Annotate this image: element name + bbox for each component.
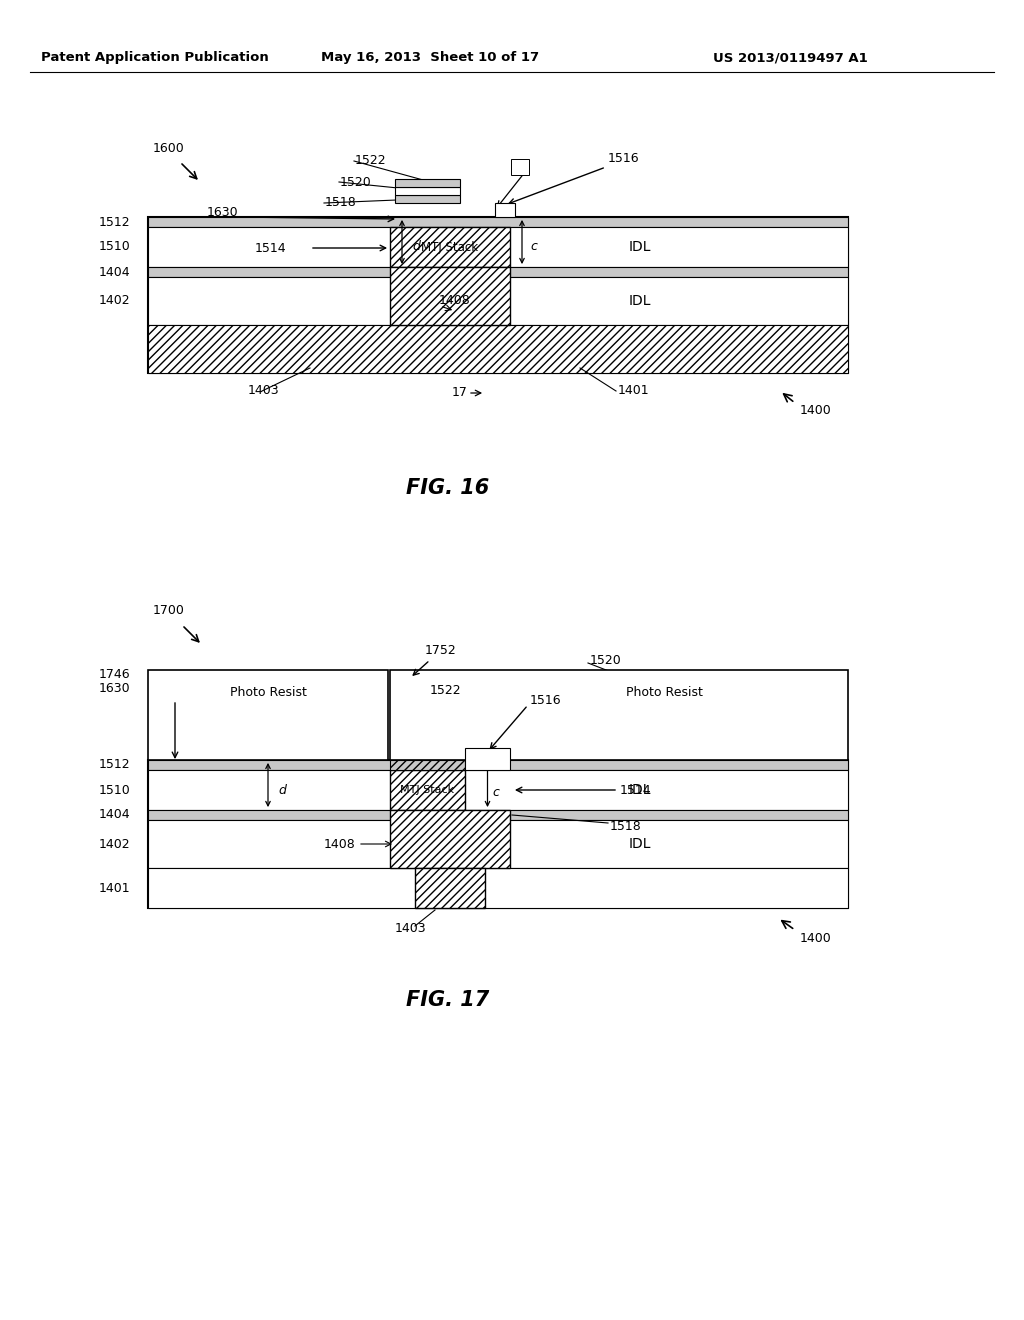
Text: 1518: 1518 [325,197,356,210]
Bar [395,180,460,187]
Text: May 16, 2013  Sheet 10 of 17: May 16, 2013 Sheet 10 of 17 [321,51,539,65]
Bar [390,760,465,770]
Bar [395,195,460,203]
Text: 1404: 1404 [98,808,130,821]
Text: 1401: 1401 [98,882,130,895]
Text: 1510: 1510 [98,784,130,796]
Bar [148,760,848,908]
Text: 1408: 1408 [324,837,355,850]
Text: 1746: 1746 [98,668,130,681]
Text: Patent Application Publication: Patent Application Publication [41,51,269,65]
Bar [495,203,515,216]
Bar [148,216,848,374]
Bar [390,671,848,760]
Bar [465,748,510,770]
Text: MTJ Stack: MTJ Stack [422,240,478,253]
Bar [390,227,510,267]
Bar [390,267,510,325]
Text: d: d [412,240,420,253]
Text: 1400: 1400 [800,404,831,417]
Text: US 2013/0119497 A1: US 2013/0119497 A1 [713,51,867,65]
Text: 1402: 1402 [98,837,130,850]
Bar [148,227,848,267]
Text: 1400: 1400 [800,932,831,945]
Text: 1600: 1600 [153,141,184,154]
Text: c: c [530,240,537,253]
Bar [395,187,460,195]
Text: 1630: 1630 [207,206,238,219]
Text: IDL: IDL [629,294,651,308]
Text: 1630: 1630 [98,681,130,694]
Bar [148,869,848,908]
Text: 1520: 1520 [340,176,372,189]
Bar [390,770,465,810]
Bar [415,869,485,908]
Text: FIG. 16: FIG. 16 [407,478,489,498]
Bar [148,216,848,227]
Text: IDL: IDL [629,837,651,851]
Text: 1512: 1512 [98,215,130,228]
Bar [148,325,848,374]
Text: c: c [493,785,500,799]
Text: 1516: 1516 [530,693,561,706]
Bar [148,770,848,810]
Text: 1518: 1518 [610,821,642,833]
Bar [511,158,529,176]
Text: 1516: 1516 [608,153,640,165]
Bar [148,810,848,820]
Text: 1401: 1401 [618,384,649,397]
Text: 1404: 1404 [98,265,130,279]
Text: 1752: 1752 [425,644,457,656]
Text: 1522: 1522 [355,154,387,168]
Bar [148,671,388,760]
Text: Photo Resist: Photo Resist [627,685,703,698]
Text: Photo Resist: Photo Resist [229,685,306,698]
Bar [148,760,848,770]
Text: 1520: 1520 [590,653,622,667]
Text: 17: 17 [452,387,468,400]
Text: IDL: IDL [629,240,651,253]
Text: 1403: 1403 [248,384,280,397]
Text: d: d [278,784,286,796]
Bar [390,810,510,869]
Bar [148,820,848,869]
Text: 1402: 1402 [98,294,130,308]
Bar [148,267,848,277]
Text: 1512: 1512 [98,759,130,771]
Text: 1700: 1700 [153,603,185,616]
Text: 1514: 1514 [255,242,287,255]
Text: 1408: 1408 [439,294,471,308]
Text: 1522: 1522 [430,684,462,697]
Text: FIG. 17: FIG. 17 [407,990,489,1010]
Text: 1403: 1403 [394,921,426,935]
Text: 1510: 1510 [98,240,130,253]
Text: 1514: 1514 [620,784,651,796]
Text: 17: 17 [512,162,528,176]
Text: IDL: IDL [629,783,651,797]
Text: MTJ Stack: MTJ Stack [400,785,455,795]
Bar [148,277,848,325]
